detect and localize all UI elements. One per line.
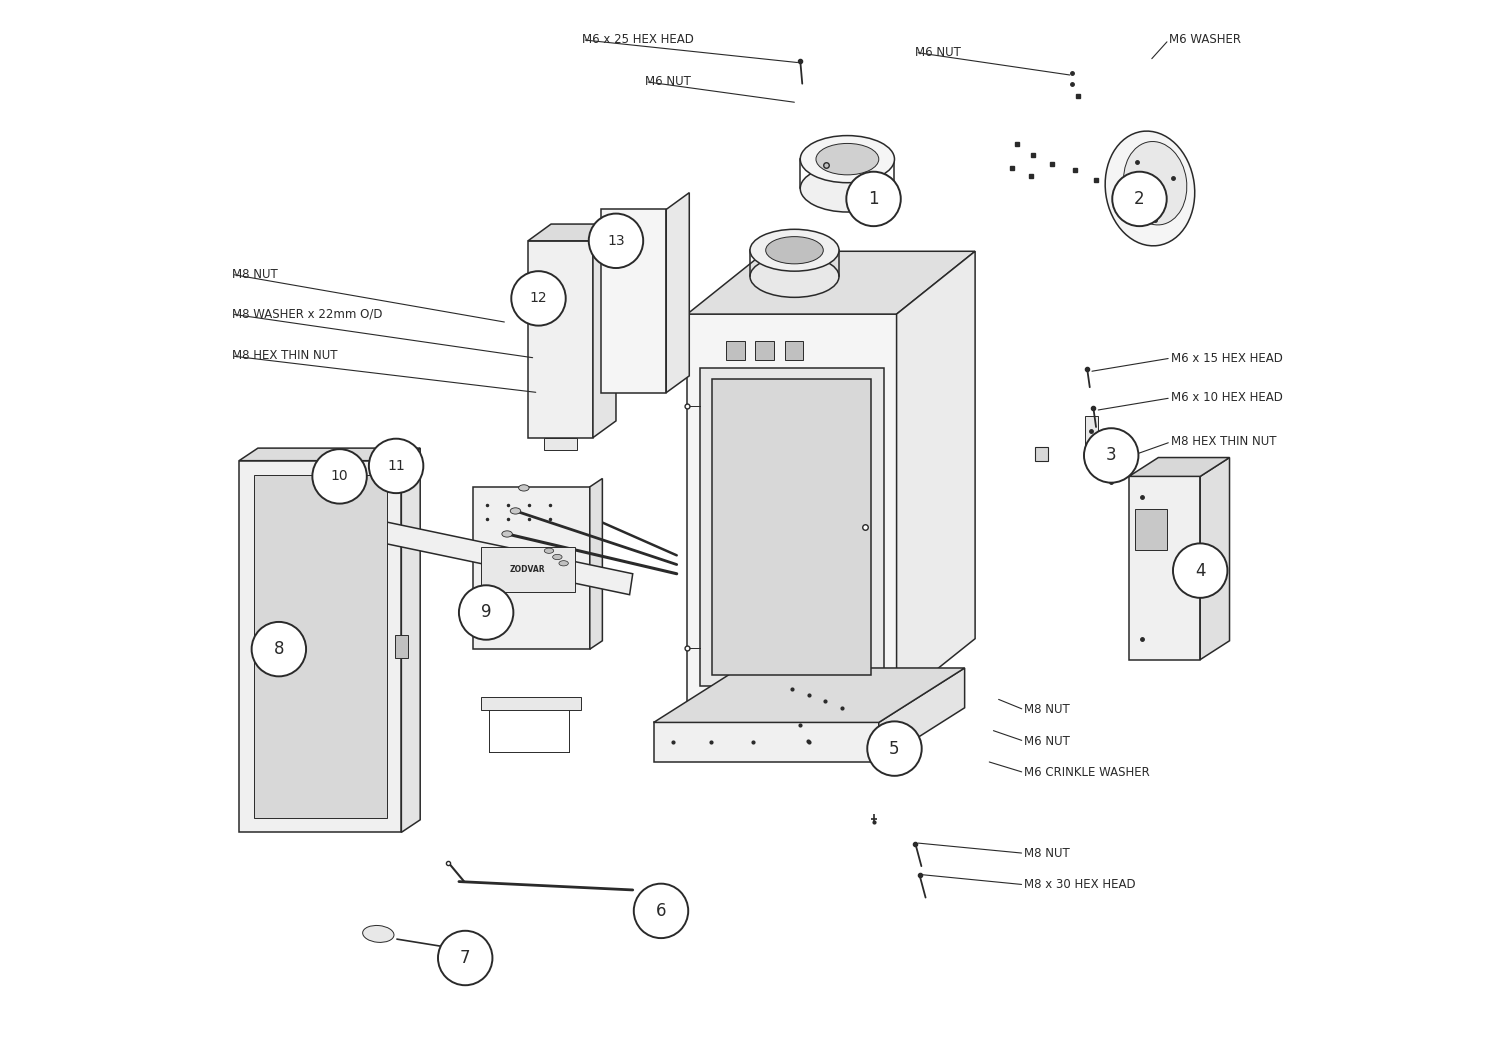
Text: 12: 12 (530, 291, 548, 306)
Circle shape (846, 172, 901, 226)
Ellipse shape (503, 531, 513, 537)
Polygon shape (687, 314, 897, 701)
Polygon shape (238, 448, 420, 461)
Polygon shape (1130, 476, 1200, 660)
Circle shape (867, 721, 921, 776)
Polygon shape (592, 224, 616, 438)
Ellipse shape (363, 926, 394, 942)
Polygon shape (897, 251, 975, 701)
Polygon shape (482, 547, 574, 593)
Polygon shape (1130, 458, 1230, 476)
Polygon shape (784, 341, 804, 360)
Ellipse shape (1124, 141, 1186, 225)
Ellipse shape (552, 555, 562, 559)
Polygon shape (254, 475, 387, 818)
Ellipse shape (510, 508, 520, 514)
Polygon shape (402, 448, 420, 832)
Polygon shape (528, 224, 616, 241)
Text: 4: 4 (1196, 561, 1206, 580)
Circle shape (1084, 428, 1138, 483)
Polygon shape (1035, 447, 1048, 461)
Text: M8 WASHER x 22mm O/D: M8 WASHER x 22mm O/D (231, 308, 382, 320)
Text: 8: 8 (273, 640, 284, 659)
Ellipse shape (1106, 131, 1194, 246)
Text: 13: 13 (608, 233, 625, 248)
Polygon shape (544, 438, 576, 450)
Circle shape (634, 884, 688, 938)
Ellipse shape (816, 143, 879, 175)
Text: 1: 1 (868, 190, 879, 208)
Text: M6 x 25 HEX HEAD: M6 x 25 HEX HEAD (582, 34, 694, 46)
Circle shape (252, 622, 306, 676)
Circle shape (1113, 172, 1167, 226)
Circle shape (590, 214, 644, 268)
Circle shape (459, 585, 513, 640)
Ellipse shape (560, 561, 568, 565)
Ellipse shape (801, 136, 894, 183)
Text: M6 NUT: M6 NUT (1024, 735, 1069, 748)
Text: M8 NUT: M8 NUT (1024, 847, 1069, 860)
Polygon shape (1084, 416, 1126, 452)
Text: M8 NUT: M8 NUT (1024, 704, 1069, 716)
Polygon shape (528, 241, 592, 438)
Polygon shape (654, 722, 879, 762)
Ellipse shape (801, 165, 894, 211)
Circle shape (1173, 543, 1227, 598)
Polygon shape (1136, 510, 1167, 550)
Circle shape (369, 439, 423, 493)
Text: M6 CRINKLE WASHER: M6 CRINKLE WASHER (1024, 766, 1150, 779)
Text: M6 NUT: M6 NUT (915, 46, 962, 59)
Polygon shape (332, 500, 344, 534)
Text: 6: 6 (656, 901, 666, 920)
Polygon shape (394, 636, 408, 658)
Text: 3: 3 (1106, 446, 1116, 465)
Text: M6 WASHER: M6 WASHER (1168, 34, 1240, 46)
Text: 11: 11 (387, 459, 405, 473)
Text: 10: 10 (332, 469, 348, 484)
Polygon shape (666, 193, 690, 393)
Ellipse shape (544, 549, 554, 554)
Text: M8 x 30 HEX HEAD: M8 x 30 HEX HEAD (1024, 878, 1136, 891)
Polygon shape (687, 251, 975, 314)
Ellipse shape (750, 255, 839, 297)
Polygon shape (712, 379, 872, 675)
Ellipse shape (765, 237, 824, 264)
Ellipse shape (519, 485, 530, 491)
Text: M6 x 10 HEX HEAD: M6 x 10 HEX HEAD (1172, 392, 1282, 404)
Text: M6 x 15 HEX HEAD: M6 x 15 HEX HEAD (1172, 352, 1282, 364)
Circle shape (438, 931, 492, 985)
Text: ZODVAR: ZODVAR (510, 565, 546, 574)
Polygon shape (602, 209, 666, 393)
Polygon shape (754, 341, 774, 360)
Ellipse shape (750, 229, 839, 271)
Polygon shape (238, 461, 402, 832)
Text: M8 NUT: M8 NUT (231, 268, 278, 281)
Text: 9: 9 (482, 603, 492, 622)
Circle shape (512, 271, 566, 326)
Text: 2: 2 (1134, 190, 1144, 208)
Text: 7: 7 (460, 949, 471, 967)
Polygon shape (1200, 458, 1230, 660)
Polygon shape (590, 478, 603, 649)
Text: M8 HEX THIN NUT: M8 HEX THIN NUT (231, 350, 338, 362)
Text: M6 NUT: M6 NUT (645, 75, 692, 88)
Polygon shape (699, 369, 883, 686)
Polygon shape (472, 487, 590, 649)
Text: M8 HEX THIN NUT: M8 HEX THIN NUT (1172, 436, 1276, 448)
Circle shape (312, 449, 368, 504)
Text: 5: 5 (890, 739, 900, 758)
Polygon shape (726, 341, 746, 360)
Polygon shape (654, 668, 964, 722)
Polygon shape (339, 513, 633, 595)
Bar (482, 697, 582, 710)
Polygon shape (879, 668, 965, 762)
